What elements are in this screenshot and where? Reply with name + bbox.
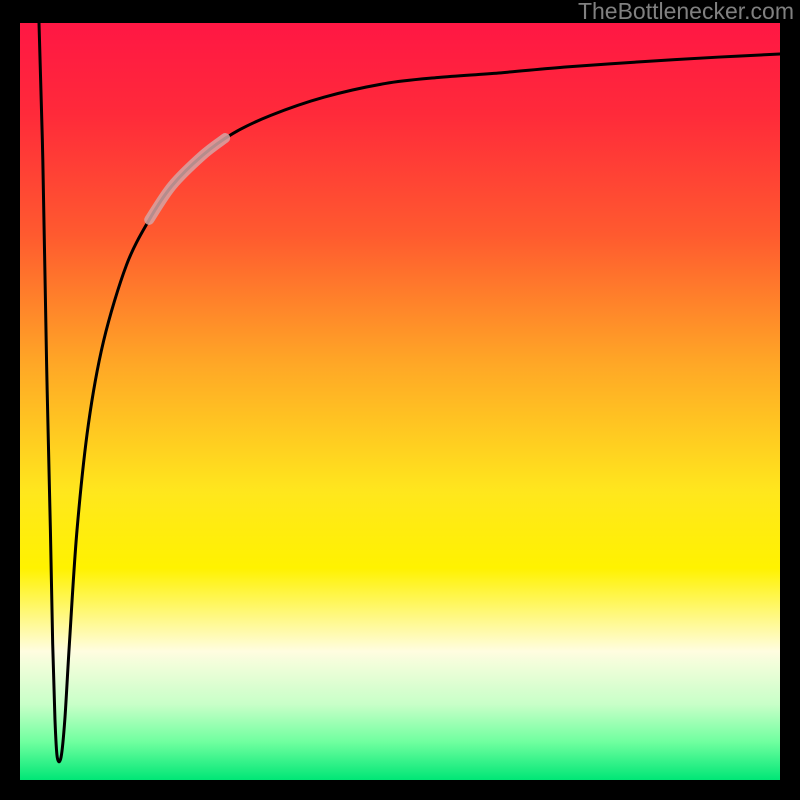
attribution-text: TheBottlenecker.com [578,0,794,25]
bottleneck-chart [0,0,800,800]
plot-area [20,23,780,780]
